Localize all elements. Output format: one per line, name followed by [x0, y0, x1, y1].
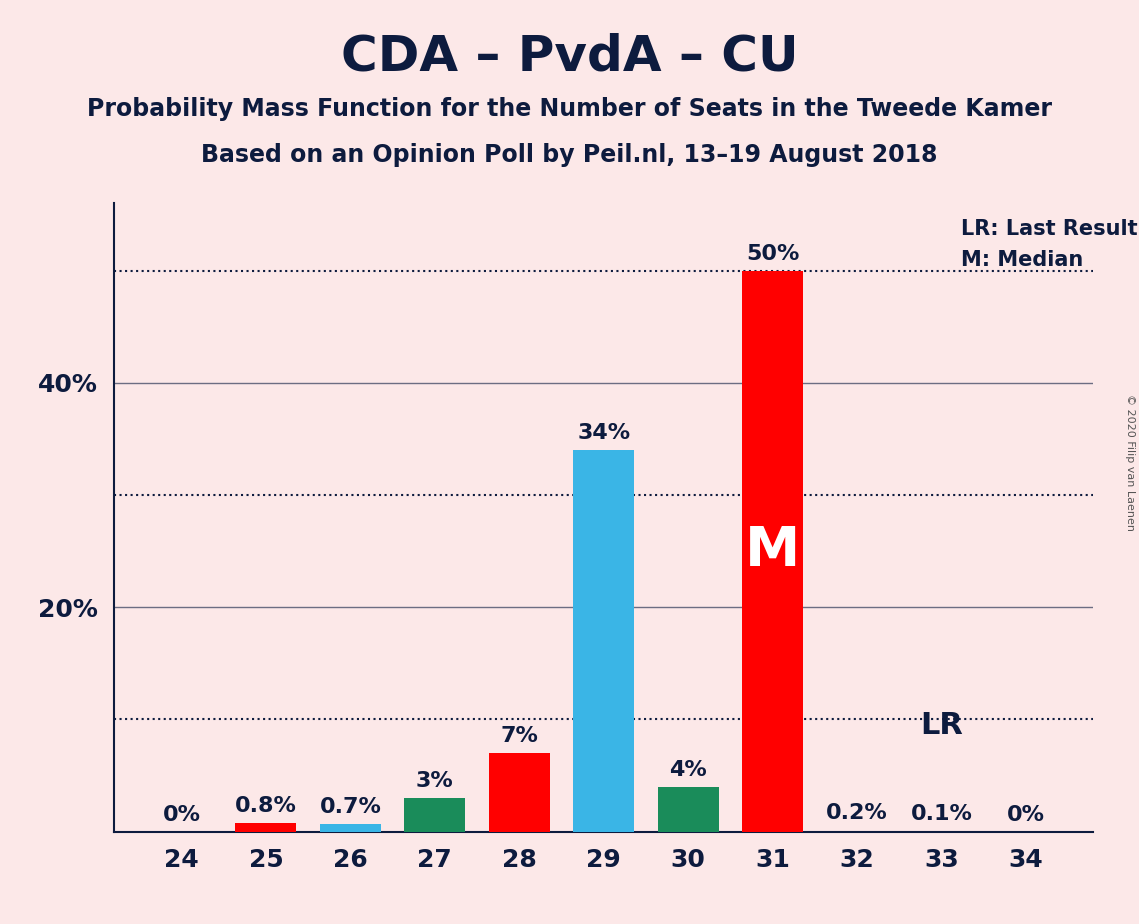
- Bar: [743, 271, 803, 832]
- Text: CDA – PvdA – CU: CDA – PvdA – CU: [341, 32, 798, 80]
- Text: Probability Mass Function for the Number of Seats in the Tweede Kamer: Probability Mass Function for the Number…: [87, 97, 1052, 121]
- Text: LR: LR: [920, 711, 962, 739]
- Text: 7%: 7%: [500, 726, 538, 747]
- Text: 0%: 0%: [1007, 805, 1044, 825]
- Text: M: Median: M: Median: [961, 250, 1083, 271]
- Text: 0%: 0%: [163, 805, 200, 825]
- Text: 4%: 4%: [670, 760, 707, 780]
- Text: 50%: 50%: [746, 244, 800, 264]
- Bar: [573, 450, 634, 832]
- Bar: [404, 798, 465, 832]
- Bar: [657, 786, 719, 832]
- Bar: [236, 822, 296, 832]
- Text: LR: Last Result: LR: Last Result: [961, 219, 1138, 239]
- Text: 0.8%: 0.8%: [235, 796, 297, 816]
- Text: © 2020 Filip van Laenen: © 2020 Filip van Laenen: [1125, 394, 1134, 530]
- Text: M: M: [745, 524, 801, 578]
- Text: 0.7%: 0.7%: [319, 797, 382, 817]
- Text: 34%: 34%: [577, 423, 630, 444]
- Bar: [489, 753, 550, 832]
- Text: 0.1%: 0.1%: [910, 804, 973, 824]
- Text: 3%: 3%: [416, 772, 453, 791]
- Text: Based on an Opinion Poll by Peil.nl, 13–19 August 2018: Based on an Opinion Poll by Peil.nl, 13–…: [202, 143, 937, 167]
- Bar: [320, 824, 380, 832]
- Text: 0.2%: 0.2%: [826, 803, 888, 822]
